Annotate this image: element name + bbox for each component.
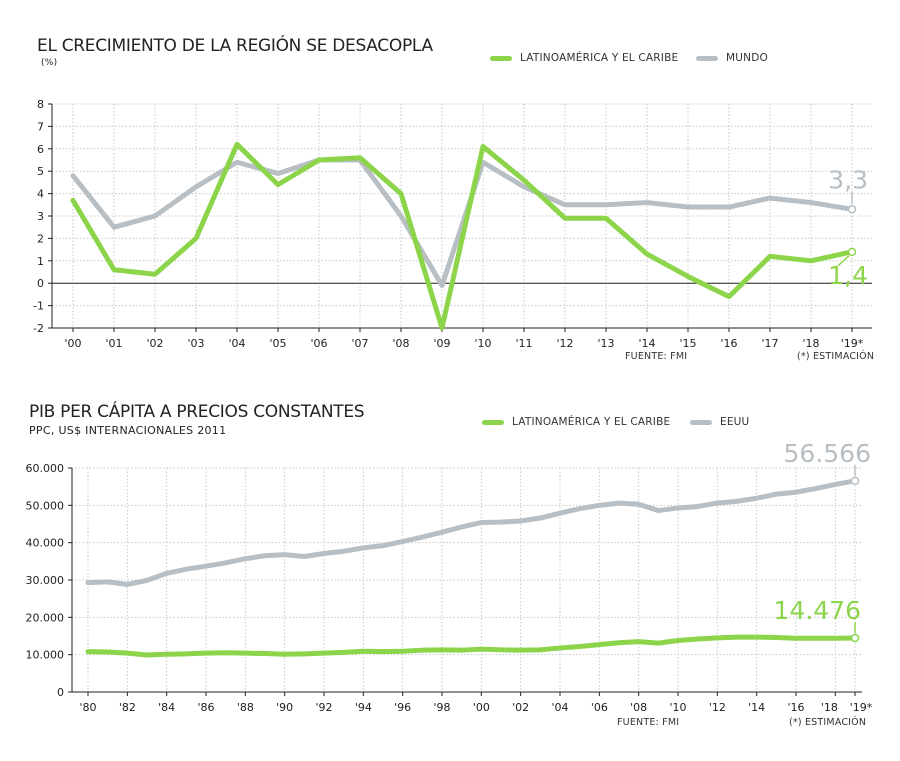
x-tick-label: '15	[679, 337, 696, 350]
y-tick-label: 1	[37, 255, 44, 268]
x-tick-label: '86	[197, 701, 214, 714]
chart2-title: PIB PER CÁPITA A PRECIOS CONSTANTES	[29, 402, 365, 422]
y-tick-label: -2	[33, 322, 44, 335]
x-tick-label: '18	[821, 701, 838, 714]
x-tick-label: '04	[228, 337, 245, 350]
legend-label-latam: LATINOAMÉRICA Y EL CARIBE	[512, 416, 671, 428]
y-tick-label: 30.000	[26, 574, 65, 587]
y-tick-label: 0	[37, 277, 44, 290]
series-line-mundo	[70, 157, 855, 288]
x-tick-label: '00	[64, 337, 81, 350]
x-tick-label: '96	[394, 701, 411, 714]
y-tick-label: 7	[37, 120, 44, 133]
x-tick-label: '16	[787, 701, 804, 714]
legend-swatch-gray	[690, 419, 712, 425]
x-tick-label: '16	[720, 337, 737, 350]
end-point-marker	[850, 633, 860, 643]
x-tick-label: '06	[591, 701, 608, 714]
x-tick-label: '18	[802, 337, 819, 350]
x-tick-label: '05	[269, 337, 286, 350]
chart2-source: FUENTE: FMI	[617, 717, 680, 728]
y-tick-label: 8	[37, 98, 44, 111]
x-tick-label: '04	[551, 701, 568, 714]
chart2-subtitle: PPC, US$ INTERNACIONALES 2011	[29, 424, 227, 437]
x-tick-label: '14	[748, 701, 765, 714]
chart1-note: (*) ESTIMACIÓN	[797, 351, 875, 362]
end-label-mundo: 3,3	[828, 165, 868, 194]
end-label-leader	[837, 255, 850, 267]
end-label-latam: 1,4	[828, 261, 868, 290]
x-tick-label: '13	[597, 337, 614, 350]
end-point-marker	[847, 247, 857, 257]
series-line-eeuu	[85, 478, 858, 587]
x-tick-label: '08	[630, 701, 647, 714]
x-tick-label: '84	[158, 701, 175, 714]
x-tick-label: '10	[669, 701, 686, 714]
chart2-legend-eeuu: EEUU	[690, 416, 749, 428]
chart1-subtitle: (%)	[41, 58, 58, 68]
y-tick-label: 4	[37, 188, 44, 201]
y-tick-label: 10.000	[26, 649, 65, 662]
x-tick-label: '07	[351, 337, 368, 350]
x-tick-label: '11	[515, 337, 532, 350]
legend-label-latam: LATINOAMÉRICA Y EL CARIBE	[520, 52, 679, 64]
x-tick-label: '09	[433, 337, 450, 350]
x-tick-label: '82	[119, 701, 136, 714]
x-tick-label: '03	[187, 337, 204, 350]
end-point-marker	[847, 205, 857, 214]
y-tick-label: 6	[37, 143, 44, 156]
x-tick-label: '06	[310, 337, 327, 350]
y-tick-label: 5	[37, 165, 44, 178]
y-tick-label: 60.000	[26, 462, 65, 475]
chart2-note: (*) ESTIMACIÓN	[789, 717, 867, 728]
legend-swatch-green	[482, 419, 504, 425]
y-tick-label: 3	[37, 210, 44, 223]
x-tick-label: '17	[761, 337, 778, 350]
x-tick-label: '02	[146, 337, 163, 350]
y-tick-label: 0	[57, 686, 64, 699]
end-label-eeuu: 56.566	[784, 439, 871, 468]
chart1-legend-mundo: MUNDO	[696, 52, 768, 64]
x-tick-label: '00	[473, 701, 490, 714]
legend-swatch-gray	[696, 55, 718, 61]
x-tick-label: '08	[392, 337, 409, 350]
x-tick-label: '12	[556, 337, 573, 350]
x-tick-label: '01	[105, 337, 122, 350]
x-tick-label: '14	[638, 337, 655, 350]
x-tick-label: '80	[79, 701, 96, 714]
y-tick-label: 50.000	[26, 499, 65, 512]
x-tick-label: '88	[237, 701, 254, 714]
legend-label-eeuu: EEUU	[720, 416, 750, 428]
x-tick-label: '90	[276, 701, 293, 714]
chart2-plot: '80 '82 '84 '86 '88 '90 '92 '94 '96 '98 '00 '02 '04 '…	[26, 439, 873, 714]
chart1-title: EL CRECIMIENTO DE LA REGIÓN SE DESACOPLA	[37, 36, 433, 56]
series-line-latam	[70, 141, 855, 331]
legend-swatch-green	[490, 55, 512, 61]
legend-label-mundo: MUNDO	[726, 52, 768, 64]
chart1-legend-latam: LATINOAMÉRICA Y EL CARIBE	[490, 52, 678, 64]
end-point-marker	[850, 476, 860, 486]
chart1-plot: -2 -1 0 1 2 3 4 5 6 7 8 '00 '01 '02 '03 '04 '05 '06 '07 '08…	[33, 98, 872, 350]
y-tick-label: 2	[37, 232, 44, 245]
chart1-source: FUENTE: FMI	[625, 351, 688, 362]
x-tick-label: '92	[315, 701, 332, 714]
y-tick-label: 40.000	[26, 537, 65, 550]
x-tick-label: '19*	[841, 337, 864, 350]
x-tick-label: '19*	[850, 701, 873, 714]
chart2-legend-latam: LATINOAMÉRICA Y EL CARIBE	[482, 416, 670, 428]
series-line-latam	[85, 634, 858, 658]
x-tick-label: '94	[355, 701, 372, 714]
y-tick-label: 20.000	[26, 611, 65, 624]
x-tick-label: '10	[474, 337, 491, 350]
end-label-latam: 14.476	[774, 596, 861, 625]
x-tick-label: '02	[512, 701, 529, 714]
x-tick-label: '98	[433, 701, 450, 714]
x-tick-label: '12	[709, 701, 726, 714]
y-tick-label: -1	[33, 300, 44, 313]
